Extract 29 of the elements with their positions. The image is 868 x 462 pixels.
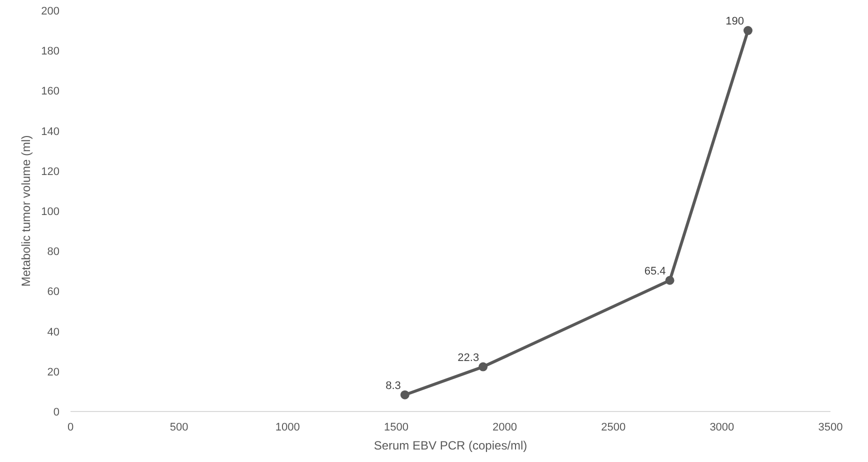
data-label: 8.3 [386,380,401,392]
x-tick-label: 2000 [492,422,518,434]
data-label: 65.4 [644,265,666,278]
y-tick-label: 0 [53,406,60,418]
y-tick-label: 160 [41,86,60,98]
point [400,390,410,400]
data-label: 22.3 [458,352,480,364]
y-tick-label: 80 [47,246,60,258]
x-tick-label: 1000 [275,422,300,434]
y-tick-label: 180 [41,46,60,58]
data-label: 190 [726,16,744,28]
point [743,26,752,36]
y-tick-label: 20 [47,366,60,378]
y-tick-label: 200 [41,6,60,18]
y-tick-label: 60 [47,286,60,298]
x-tick-label: 1500 [384,422,408,434]
x-tick-label: 500 [170,422,188,434]
y-tick-label: 100 [41,206,60,218]
y-tick-label: 120 [41,166,60,178]
x-tick-label: 0 [67,422,74,434]
x-tick-label: 3000 [710,422,734,434]
point [665,276,674,285]
x-tick-label: 2500 [601,422,626,434]
y-tick-label: 40 [47,326,60,338]
point [478,362,488,372]
x-tick-label: 3500 [818,422,843,434]
x-axis-title: Serum EBV PCR (copies/ml) [374,438,528,452]
y-axis-title: Metabolic tumor volume (ml) [19,135,34,287]
y-tick-label: 140 [41,126,60,138]
